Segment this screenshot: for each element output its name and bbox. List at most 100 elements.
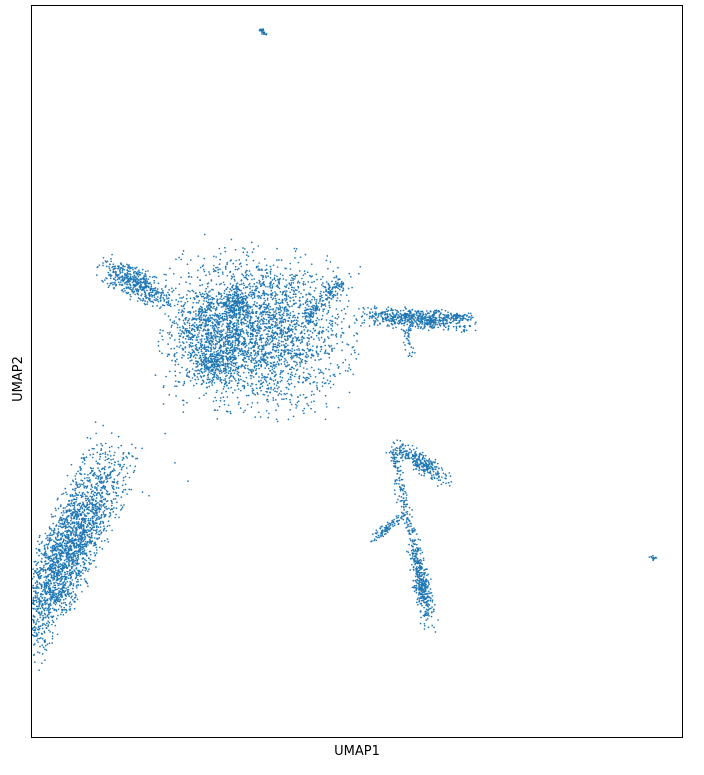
scatter-point — [117, 273, 120, 276]
scatter-point — [141, 277, 144, 280]
scatter-point — [247, 325, 249, 328]
scatter-point — [273, 383, 276, 385]
scatter-point — [231, 343, 234, 346]
scatter-point — [366, 313, 368, 316]
scatter-point — [423, 318, 425, 321]
scatter-point — [278, 326, 281, 329]
scatter-point — [224, 268, 227, 270]
scatter-point — [449, 322, 452, 324]
scatter-point — [323, 308, 326, 311]
scatter-point — [414, 320, 417, 323]
scatter-point — [298, 281, 301, 284]
scatter-point — [336, 317, 339, 320]
scatter-point — [205, 350, 208, 353]
scatter-point — [235, 326, 238, 329]
scatter-point — [294, 326, 296, 329]
scatter-point — [440, 316, 442, 319]
scatter-point — [293, 367, 295, 370]
scatter-point — [334, 286, 337, 289]
scatter-point — [127, 281, 130, 283]
scatter-point — [225, 375, 227, 378]
scatter-point — [403, 330, 406, 332]
scatter-point — [304, 306, 307, 309]
scatter-point — [199, 284, 201, 287]
scatter-point — [259, 283, 262, 286]
scatter-point — [272, 343, 275, 345]
scatter-point — [250, 375, 253, 377]
scatter-point — [198, 318, 201, 320]
scatter-point — [230, 342, 232, 344]
scatter-point — [224, 295, 226, 298]
scatter-point — [246, 331, 249, 334]
scatter-point — [314, 324, 317, 327]
scatter-point — [247, 384, 249, 387]
scatter-point — [269, 314, 271, 317]
scatter-point — [313, 289, 316, 292]
scatter-point — [250, 347, 253, 350]
scatter-point — [182, 349, 184, 351]
scatter-point — [292, 355, 295, 357]
scatter-point — [314, 329, 317, 332]
scatter-point — [352, 373, 355, 376]
scatter-point — [255, 387, 258, 390]
scatter-point — [160, 306, 162, 308]
scatter-point — [328, 344, 330, 347]
scatter-point — [390, 309, 392, 312]
scatter-point — [239, 315, 241, 318]
scatter-point — [275, 349, 278, 352]
scatter-point — [267, 329, 270, 332]
scatter-point — [425, 323, 428, 326]
scatter-point — [239, 302, 241, 305]
scatter-point — [302, 393, 305, 396]
scatter-point — [298, 376, 301, 378]
scatter-point — [284, 338, 287, 341]
scatter-point — [196, 296, 199, 298]
scatter-point — [143, 287, 146, 290]
scatter-point — [198, 291, 201, 294]
scatter-point — [182, 404, 185, 406]
scatter-point — [272, 355, 274, 358]
scatter-point — [245, 286, 247, 289]
scatter-point — [203, 394, 205, 397]
scatter-point — [225, 288, 228, 290]
scatter-point — [138, 282, 141, 285]
scatter-point — [287, 388, 290, 391]
scatter-point — [324, 382, 327, 384]
scatter-point — [298, 356, 300, 359]
scatter-point — [267, 316, 270, 319]
scatter-point — [185, 332, 188, 334]
scatter-point — [273, 274, 276, 277]
scatter-point — [282, 329, 285, 332]
scatter-point — [236, 361, 238, 364]
scatter-point — [410, 314, 413, 316]
scatter-point — [198, 312, 200, 314]
scatter-point — [222, 319, 224, 322]
scatter-point — [318, 359, 320, 361]
scatter-point — [273, 361, 276, 364]
umap-scatter-plot — [32, 28, 658, 672]
scatter-point — [257, 345, 260, 348]
scatter-point — [260, 383, 262, 385]
scatter-point — [278, 282, 281, 284]
scatter-point — [346, 343, 349, 345]
scatter-point — [203, 293, 206, 296]
scatter-point — [233, 332, 235, 335]
scatter-point — [202, 329, 204, 332]
scatter-point — [229, 412, 232, 415]
scatter-point — [211, 377, 214, 379]
scatter-point — [249, 327, 252, 330]
scatter-point — [174, 374, 177, 377]
scatter-point — [259, 323, 262, 325]
scatter-point — [393, 319, 396, 321]
scatter-point — [325, 367, 327, 370]
scatter-point — [219, 252, 222, 255]
scatter-point — [163, 304, 166, 307]
scatter-point — [105, 261, 108, 263]
scatter-point — [289, 291, 291, 294]
scatter-point — [283, 351, 286, 354]
scatter-point — [212, 303, 215, 305]
scatter-point — [157, 340, 160, 343]
scatter-point — [385, 310, 387, 313]
scatter-point — [225, 304, 228, 307]
scatter-point — [216, 377, 218, 380]
